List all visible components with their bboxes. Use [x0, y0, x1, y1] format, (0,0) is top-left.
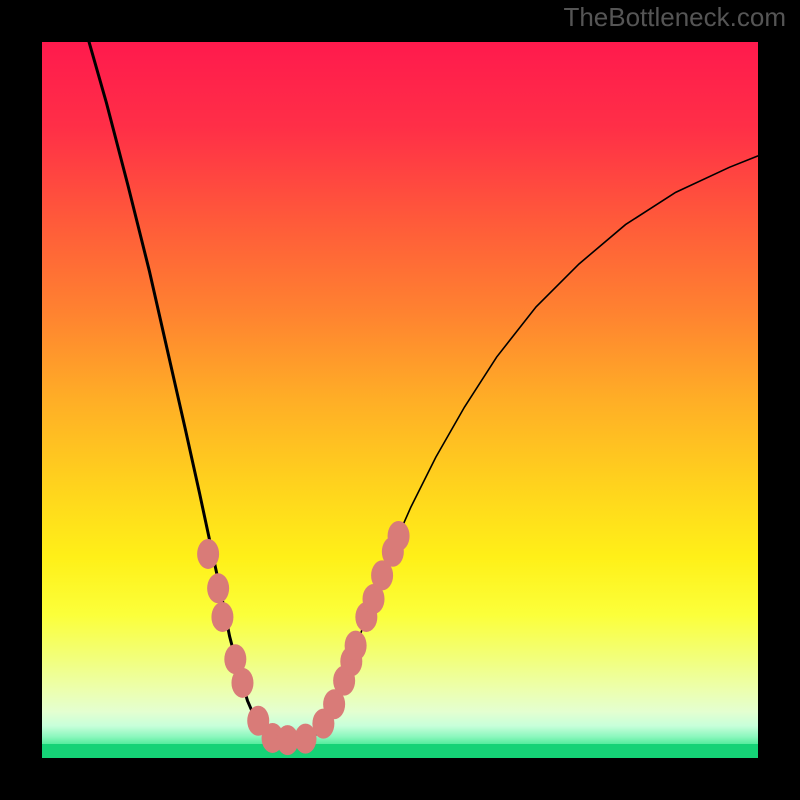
watermark-text: TheBottleneck.com [563, 2, 786, 32]
data-marker [211, 602, 233, 632]
data-marker [207, 573, 229, 603]
data-marker [231, 668, 253, 698]
data-marker [345, 631, 367, 661]
chart-svg: TheBottleneck.com [0, 0, 800, 800]
bottom-green-band [42, 744, 758, 758]
bottleneck-chart: TheBottleneck.com [0, 0, 800, 800]
data-marker [388, 521, 410, 551]
data-marker [197, 539, 219, 569]
plot-area [42, 42, 758, 758]
